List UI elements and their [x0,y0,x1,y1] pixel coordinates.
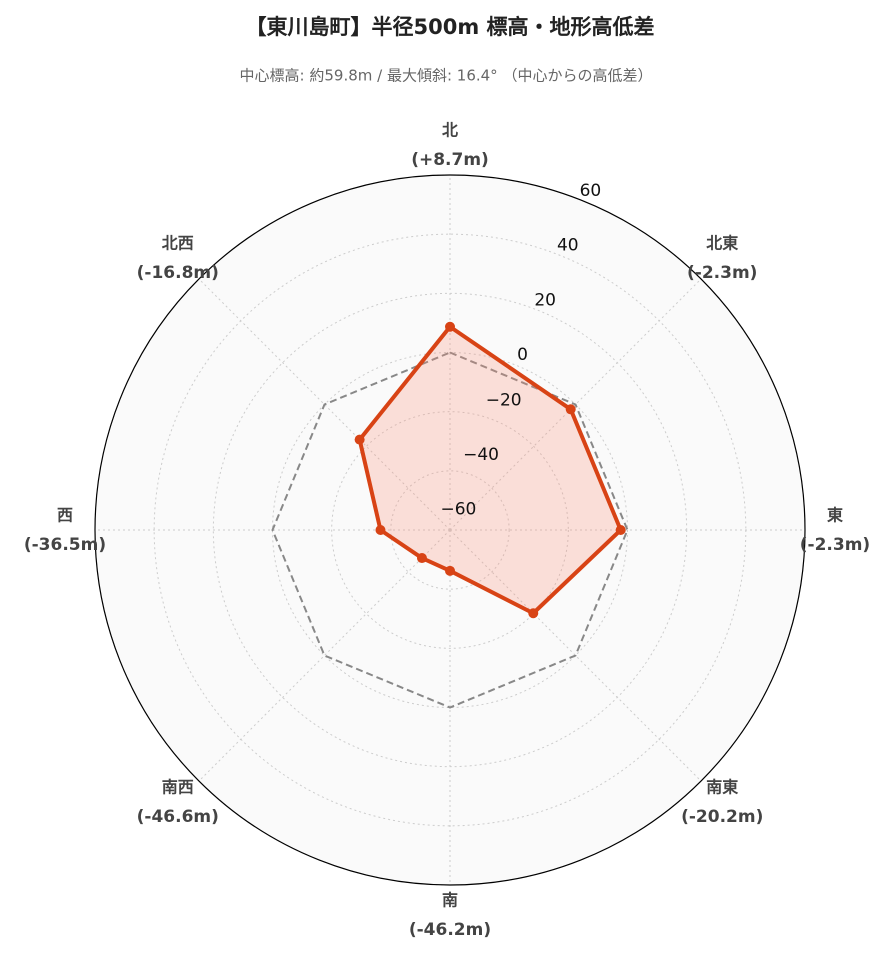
data-point [445,321,455,332]
chart-subtitle: 中心標高: 約59.8m / 最大傾斜: 16.4° （中心からの高低差） [240,67,653,85]
data-point [416,553,427,564]
data-point [445,565,455,576]
category-label: 南東 [706,778,738,797]
spoke [198,529,451,782]
y-tick-label: 20 [534,290,556,310]
category-label: 南 [442,891,458,910]
value-label: (+8.7m) [411,150,489,170]
value-label: (-46.6m) [137,807,219,827]
data-point [375,525,386,535]
spoke [198,278,451,531]
y-tick-label: 60 [580,181,602,201]
y-tick-label: −40 [463,445,499,465]
y-tick-label: −20 [486,390,522,410]
value-label: (-20.2m) [681,807,763,827]
category-label: 北 [442,121,458,140]
category-label: 北東 [706,233,738,252]
plot-border [94,174,806,886]
y-tick-label: 40 [557,236,579,256]
category-label: 南西 [162,778,194,797]
value-label: (-2.3m) [687,263,757,283]
data-point [354,434,365,445]
reference-line [271,351,629,709]
data-point [528,608,539,619]
value-label: (-16.8m) [137,263,219,283]
value-label: (-46.2m) [409,920,491,940]
chart-title: 【東川島町】半径500m 標高・地形高低差 [245,15,654,39]
spoke [449,529,702,782]
grid-circle [390,470,510,590]
category-label: 東 [827,506,843,525]
spoke [449,278,702,531]
y-tick-label: −60 [440,500,476,520]
y-tick-label: 0 [517,345,528,365]
data-point [615,525,626,535]
category-label: 西 [57,506,73,525]
value-label: (-2.3m) [800,535,870,555]
grid-circle [331,411,569,649]
category-label: 北西 [162,233,194,252]
value-label: (-36.5m) [24,535,106,555]
data-point [565,404,576,415]
